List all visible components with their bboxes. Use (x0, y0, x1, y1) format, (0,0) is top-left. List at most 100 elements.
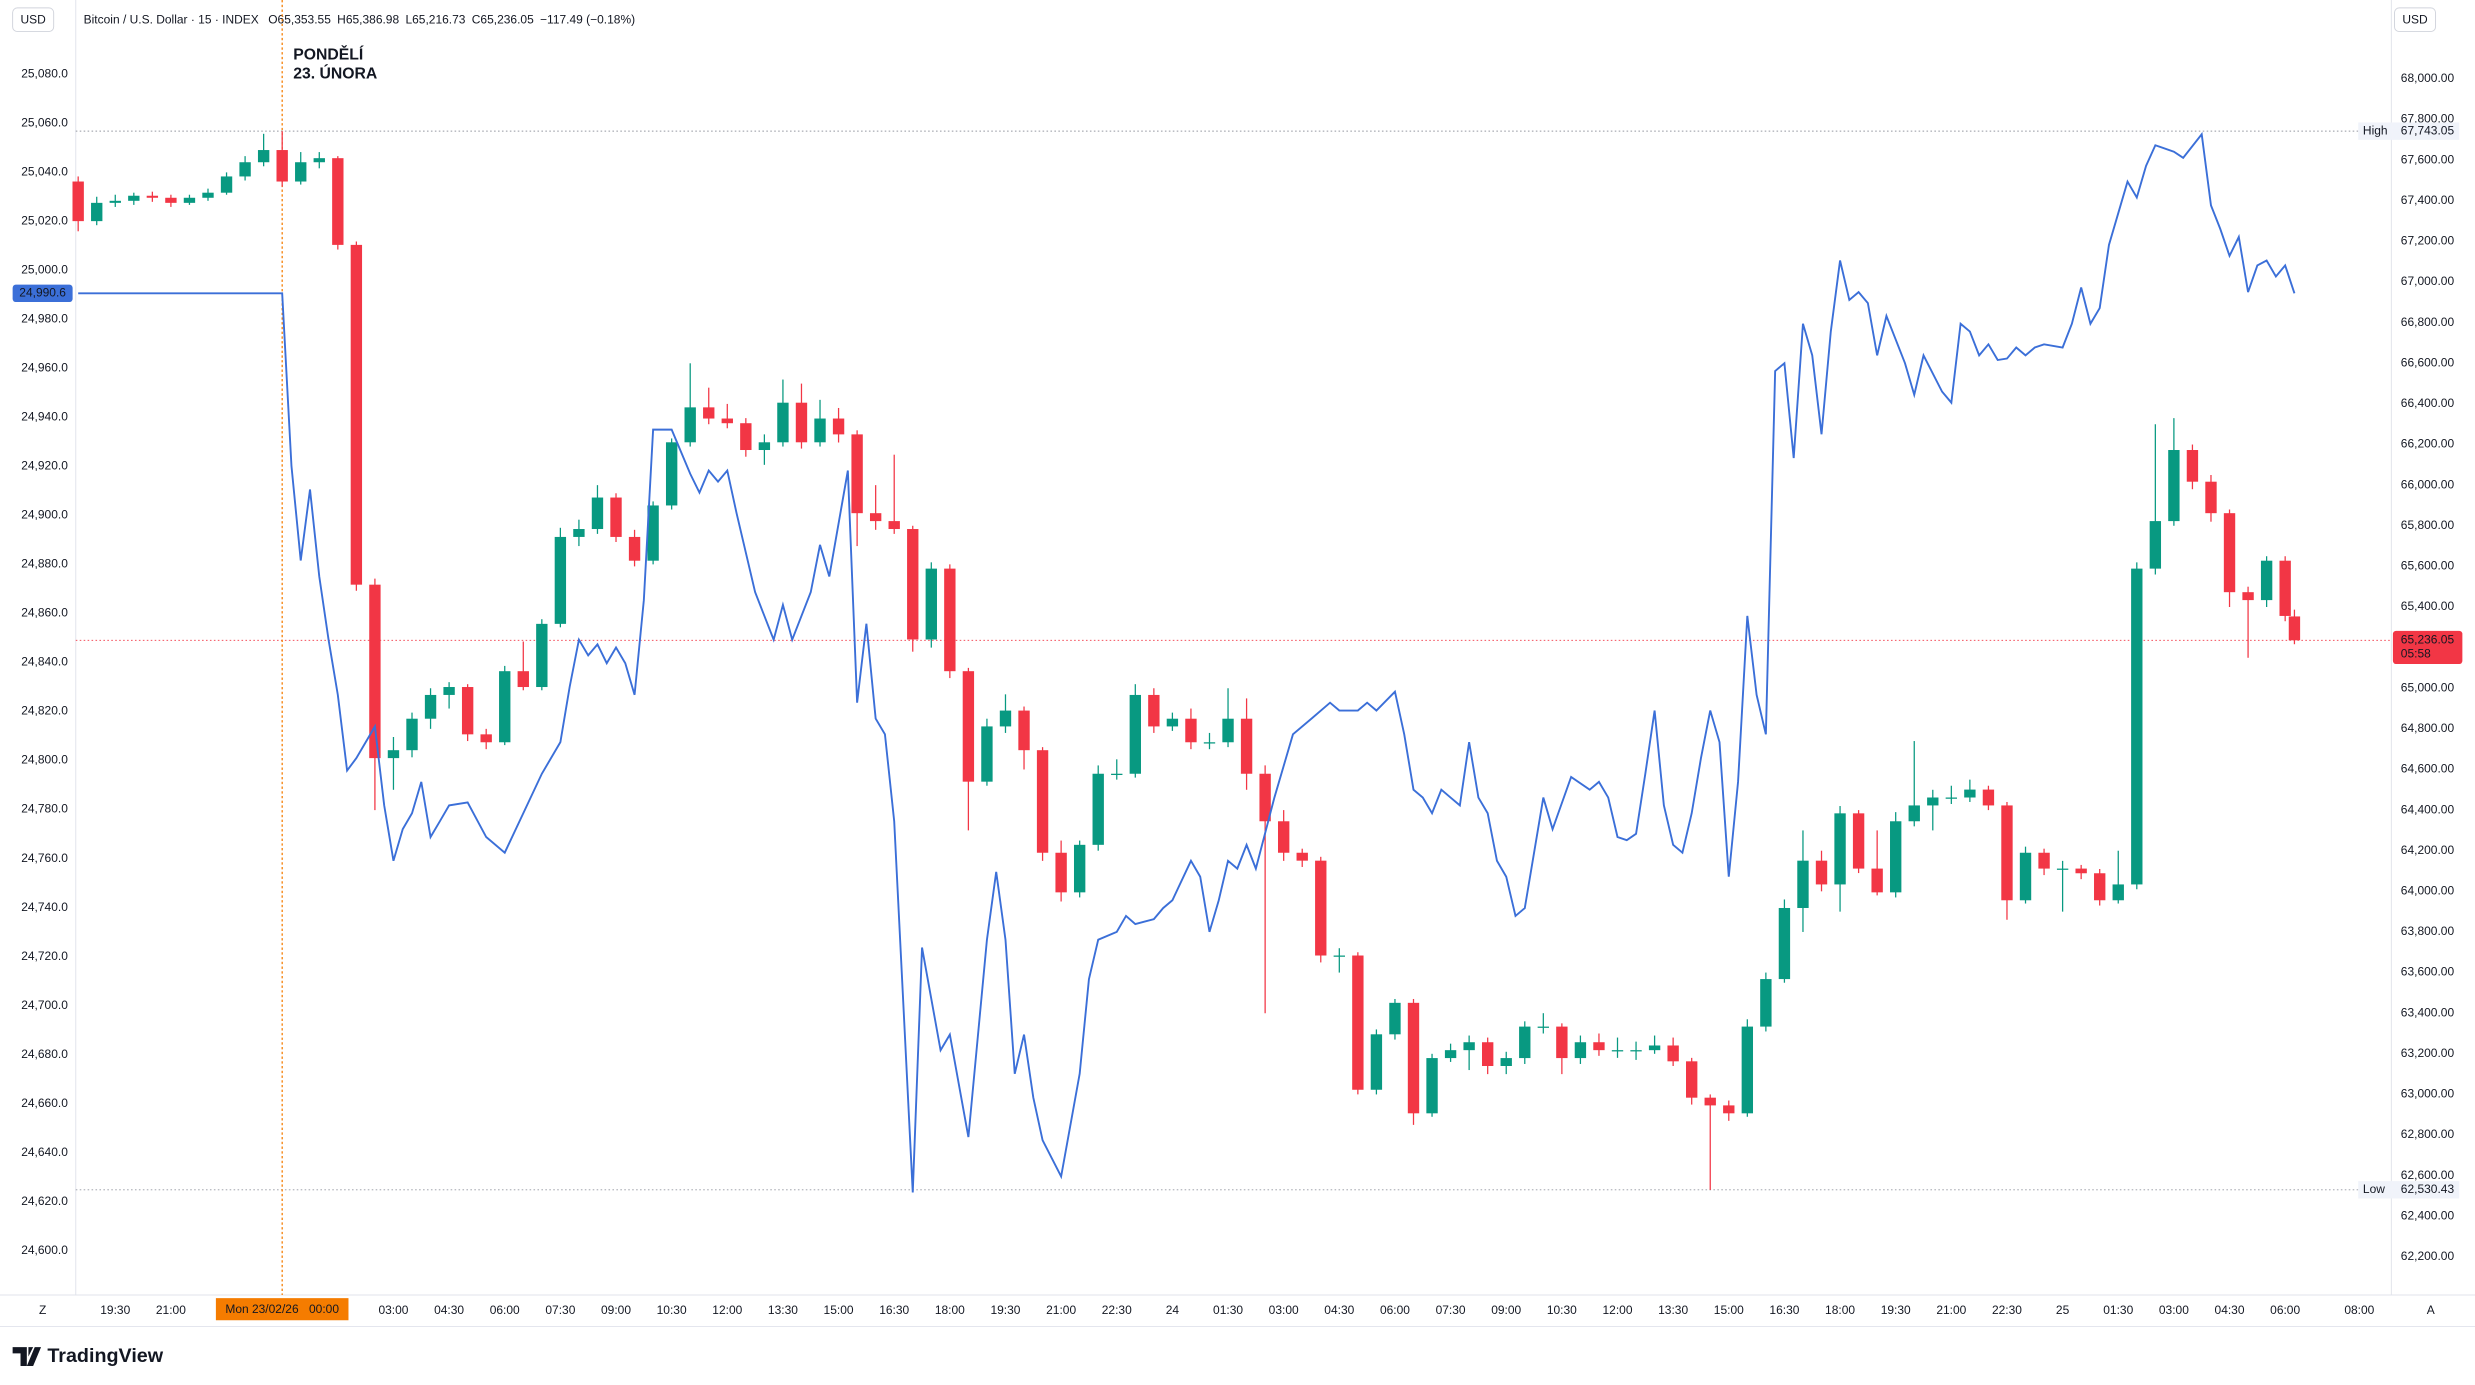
y2-tick-label: 64,600.00 (2401, 762, 2455, 776)
candle-body (1723, 1105, 1735, 1114)
candle-body (146, 195, 159, 198)
candle-body (313, 158, 325, 163)
candle-body (2149, 521, 2162, 569)
candle-body (1500, 1058, 1512, 1066)
candle-body (1352, 955, 1364, 1090)
candle-body (1185, 718, 1197, 743)
x-tick-label: 03:00 (378, 1303, 408, 1317)
left-unit[interactable]: USD (20, 13, 46, 27)
brand: TradingView (47, 1345, 163, 1367)
y2-tick-label: 62,400.00 (2401, 1208, 2455, 1222)
low-value: 62,530.43 (2401, 1182, 2455, 1196)
candle-body (1982, 789, 1995, 806)
y2-tick-label: 66,400.00 (2401, 396, 2455, 410)
candle-body (2279, 560, 2291, 616)
crosshair-time: 00:00 (309, 1302, 339, 1316)
x-tick-label: 10:30 (657, 1303, 687, 1317)
candle-body (703, 407, 715, 419)
y-tick-label: 24,720.0 (21, 949, 68, 963)
x-tick-label: 07:30 (545, 1303, 575, 1317)
legend-letter: C (472, 13, 481, 27)
high-label: High (2363, 123, 2388, 137)
unit-button[interactable] (2394, 7, 2437, 33)
candle-body (2131, 568, 2143, 885)
legend-value: 65,386.98 (346, 13, 400, 27)
candle-body (72, 181, 84, 222)
candle-body (461, 687, 474, 735)
x-tick-label: 03:00 (1269, 1303, 1299, 1317)
x-tick-label: 24 (1166, 1303, 1180, 1317)
candle-body (1426, 1058, 1438, 1114)
candle-body (1315, 860, 1327, 956)
candle-body (1519, 1026, 1531, 1059)
y-tick-label: 25,080.0 (21, 66, 68, 80)
x-tick-label: 21:00 (1936, 1303, 1966, 1317)
candle-body (1407, 1002, 1420, 1114)
y2-tick-label: 64,000.00 (2401, 884, 2455, 898)
crosshair-date: Mon 23/02/26 (225, 1302, 299, 1316)
y2-tick-label: 63,400.00 (2401, 1005, 2455, 1019)
candle-body (1890, 821, 1902, 893)
y-tick-label: 24,600.0 (21, 1243, 68, 1257)
candle-body (424, 694, 437, 719)
x-tick-label: 12:00 (712, 1303, 742, 1317)
candle-body (999, 710, 1012, 727)
x-tick-label: 07:30 (1436, 1303, 1466, 1317)
candle-body (183, 197, 196, 203)
y2-tick-label: 66,800.00 (2401, 315, 2455, 329)
candle-body (758, 442, 771, 451)
y2-tick-label: 66,600.00 (2401, 355, 2455, 369)
candle-body (1463, 1042, 1475, 1051)
logo-mark (12, 1347, 42, 1367)
y-tick-label: 25,060.0 (21, 115, 68, 129)
y2-tick-label: 64,400.00 (2401, 802, 2455, 816)
last-price-badge (2392, 630, 2463, 664)
y2-tick-label: 63,600.00 (2401, 965, 2455, 979)
x-tick-label: 15:00 (1714, 1303, 1744, 1317)
candle-body (777, 402, 789, 443)
scroll-button[interactable]: Z (39, 1303, 46, 1317)
x-tick-label: 21:00 (156, 1303, 186, 1317)
crosshair-badge (215, 1298, 349, 1321)
x-tick-label: 09:00 (1491, 1303, 1521, 1317)
candle-body (888, 521, 900, 530)
unit-button[interactable] (12, 7, 55, 33)
candle-body (2186, 450, 2199, 482)
candle-body (2168, 450, 2180, 522)
y-tick-label: 24,920.0 (21, 459, 68, 473)
candle-body (573, 529, 585, 537)
line-last-label: 24,990.6 (19, 286, 66, 300)
right-unit[interactable]: USD (2402, 13, 2428, 27)
candle-body (1277, 821, 1290, 853)
high-badge (2358, 122, 2393, 140)
scale-button[interactable]: A (2427, 1303, 2435, 1317)
candle-body (1611, 1050, 1624, 1052)
candle-body (350, 244, 363, 585)
legend-value: 65,353.55 (278, 13, 332, 27)
candle-body (257, 150, 270, 163)
y-tick-label: 24,800.0 (21, 753, 68, 767)
candle-body (109, 200, 121, 203)
candle-body (1222, 718, 1234, 743)
candle-body (369, 584, 381, 759)
y-tick-label: 24,700.0 (21, 998, 68, 1012)
x-tick-label: 13:30 (768, 1303, 798, 1317)
candle-body (1296, 852, 1308, 861)
x-tick-label: 12:00 (1603, 1303, 1633, 1317)
candle-body (2112, 884, 2124, 901)
x-tick-label: 19:30 (100, 1303, 130, 1317)
candle-body (2075, 868, 2087, 874)
high-value: 67,743.05 (2401, 123, 2455, 137)
candle-body (1333, 955, 1345, 957)
y2-tick-label: 67,600.00 (2401, 152, 2455, 166)
y2-tick-label: 62,600.00 (2401, 1168, 2455, 1182)
candle-body (1259, 773, 1271, 822)
candle-body (1704, 1097, 1716, 1106)
x-tick-label: 08:00 (2344, 1303, 2374, 1317)
candle-body (721, 418, 733, 424)
candle-body (1593, 1042, 1605, 1051)
candle-body (1203, 742, 1216, 744)
